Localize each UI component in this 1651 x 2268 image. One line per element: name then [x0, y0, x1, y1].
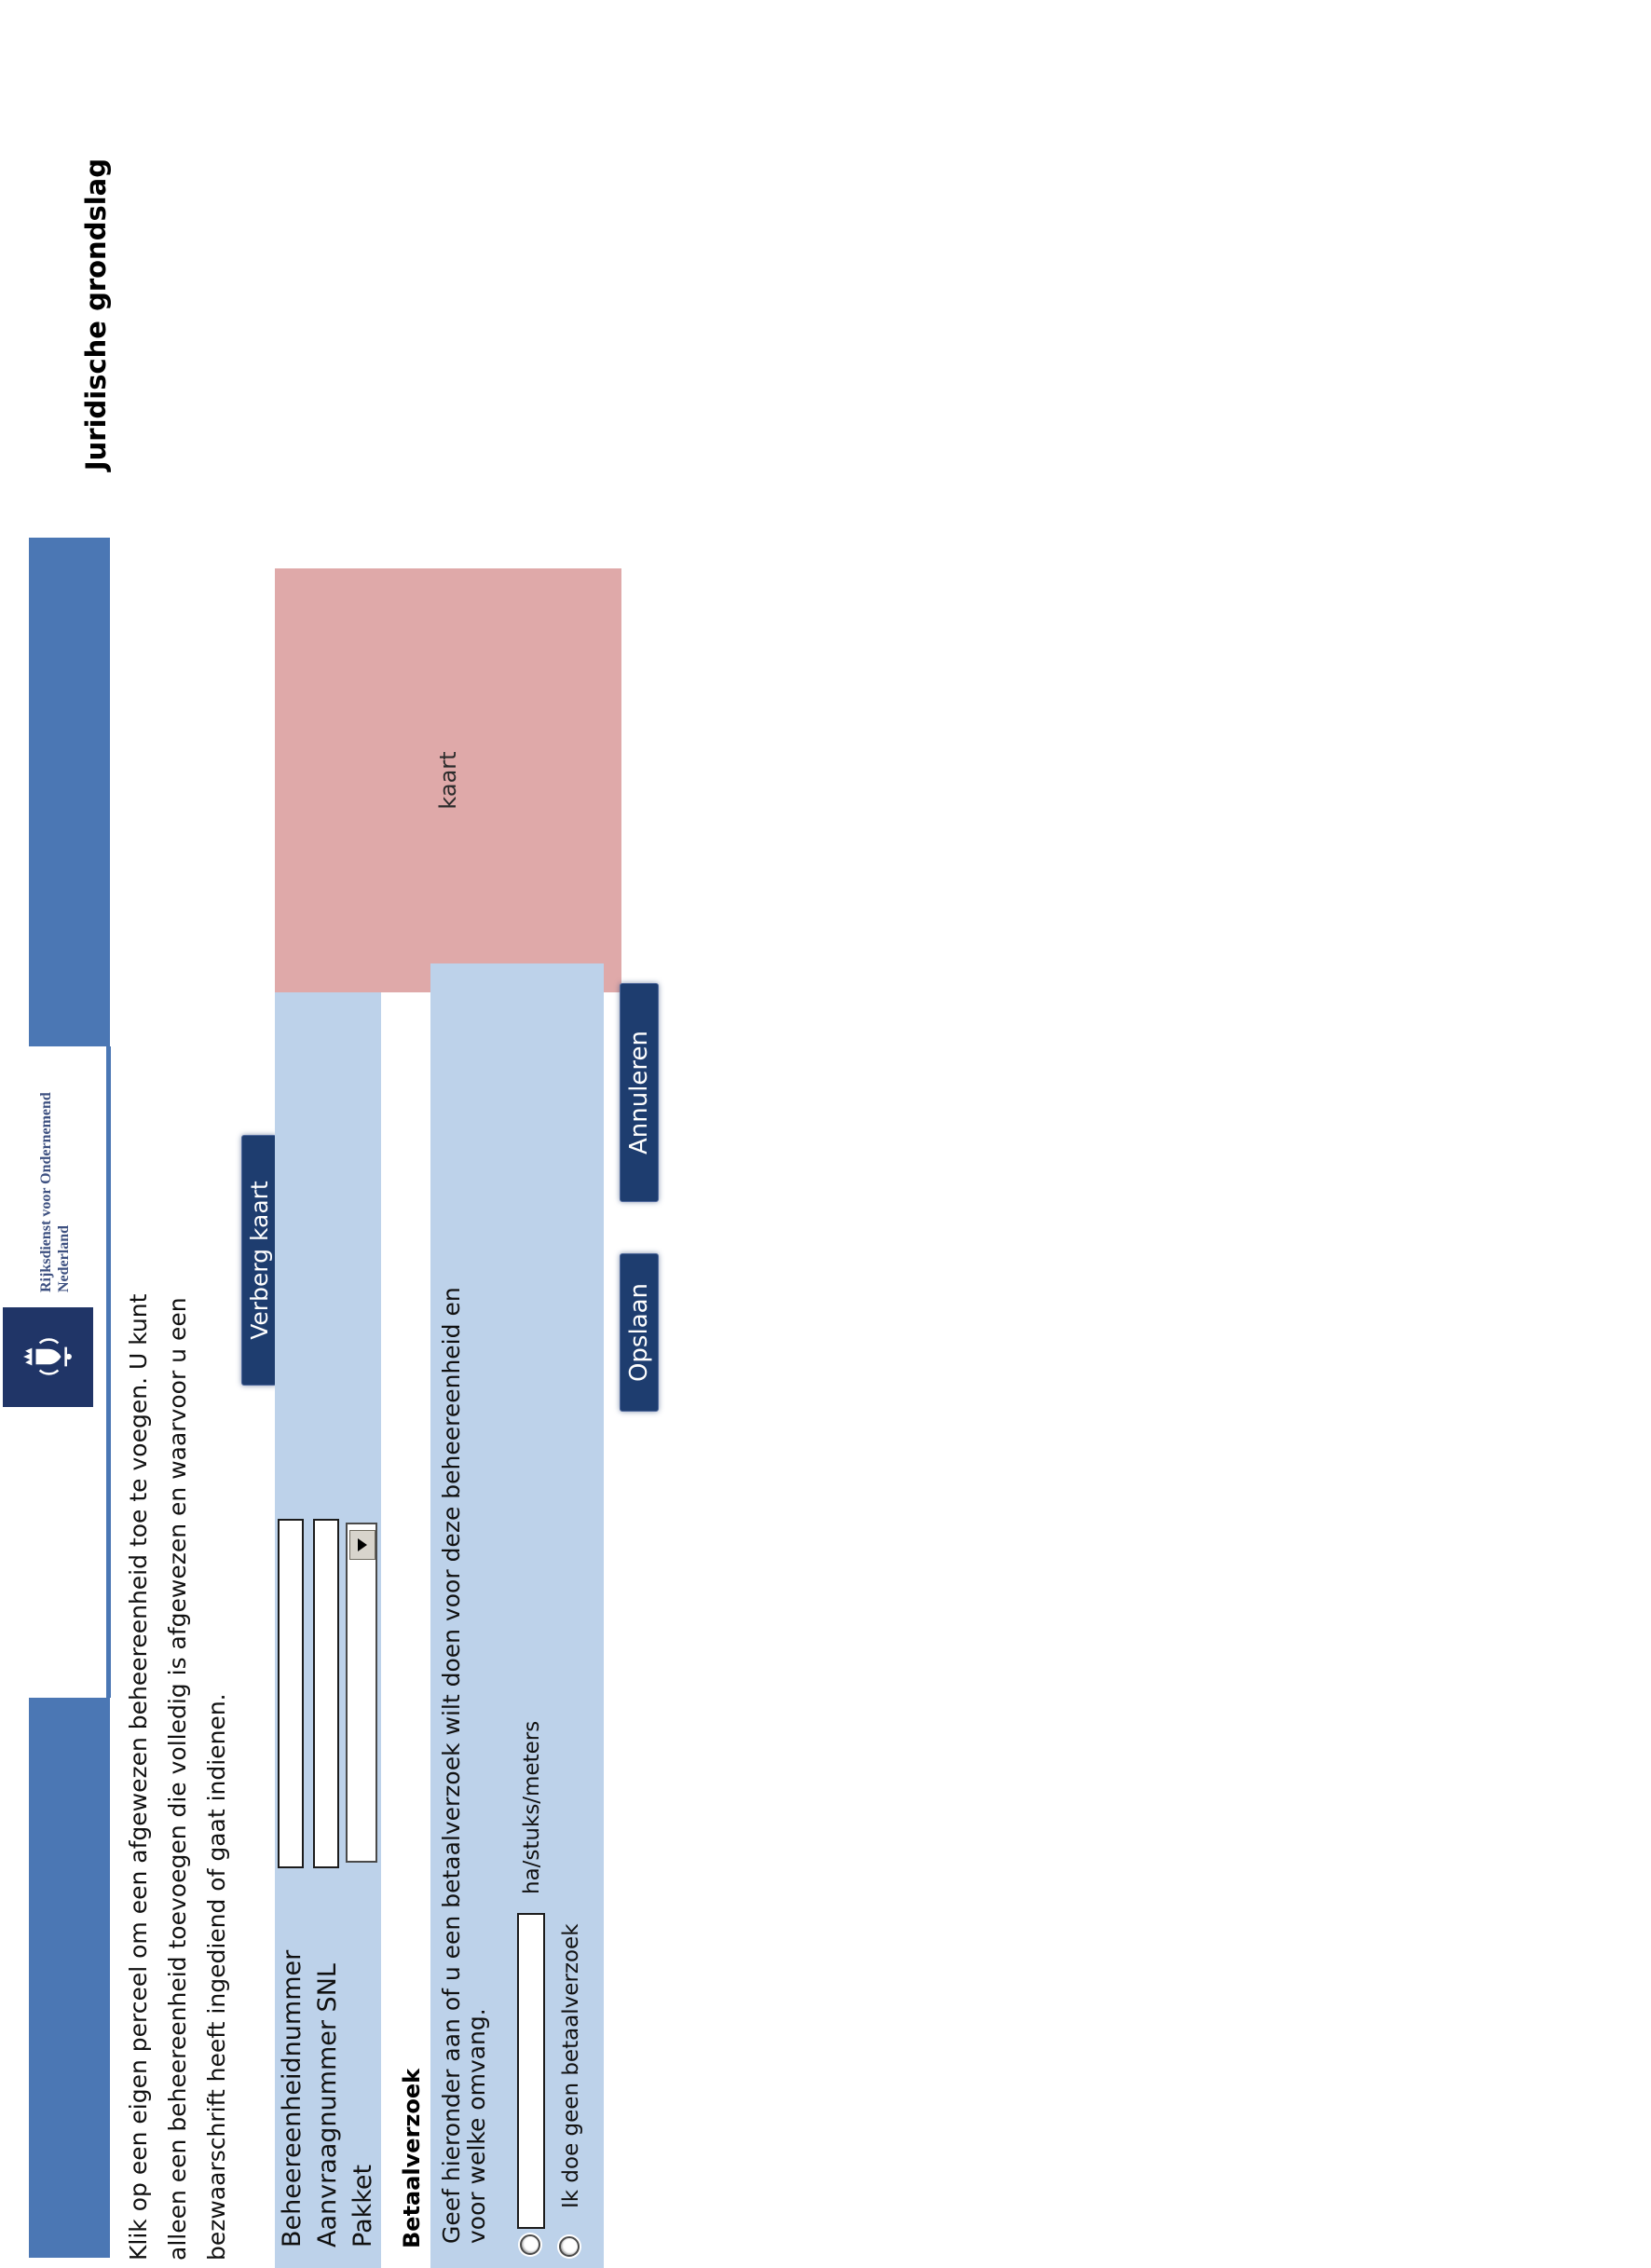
- header-band-left: [29, 1698, 110, 2258]
- pakket-label: Pakket: [348, 2164, 377, 2248]
- logo-line-1: Rijksdienst voor Ondernemend: [38, 1092, 54, 1292]
- betaalverzoek-intro-line-2: voor welke omvang.: [463, 2008, 490, 2244]
- aanvraagnummer-snl-input[interactable]: [313, 1519, 339, 1868]
- omvang-input[interactable]: [517, 1913, 545, 2229]
- betaalverzoek-intro: Geef hieronder aan of u een betaalverzoe…: [438, 1287, 490, 2244]
- verberg-kaart-button[interactable]: Verberg kaart: [241, 1135, 277, 1386]
- header-band-rule: [106, 1046, 111, 1698]
- betaalverzoek-intro-line-1: Geef hieronder aan of u een betaalverzoe…: [438, 1287, 465, 2244]
- chevron-down-icon: [358, 1538, 367, 1551]
- logo-line-2: Nederland: [56, 1225, 72, 1292]
- intro-line-1: Klik op een eigen perceel om een afgewez…: [125, 1293, 152, 2261]
- omvang-unit-label: ha/stuks/meters: [520, 1720, 544, 1894]
- pakket-select[interactable]: [346, 1523, 377, 1863]
- logo-wordmark: Rijksdienst voor Ondernemend Nederland: [37, 1092, 73, 1292]
- map-area[interactable]: kaart: [275, 568, 621, 992]
- betaalverzoek-heading: Betaalverzoek: [399, 2068, 425, 2248]
- betaalverzoek-amount-radio[interactable]: [520, 2234, 540, 2255]
- rijksoverheid-emblem-icon: [3, 1307, 93, 1407]
- cancel-button[interactable]: Annuleren: [620, 983, 659, 1202]
- dropdown-arrow-button[interactable]: [349, 1530, 375, 1560]
- geen-betaalverzoek-radio[interactable]: [559, 2236, 580, 2257]
- intro-line-3: bezwaarschrift heeft ingediend of gaat i…: [203, 1693, 230, 2261]
- header-band-right: [29, 538, 110, 1046]
- geen-betaalverzoek-label: Ik doe geen betaalverzoek: [559, 1923, 583, 2208]
- beheereenheidnummer-input[interactable]: [278, 1519, 304, 1868]
- aanvraagnummer-snl-label: Aanvraagnummer SNL: [313, 1963, 342, 2248]
- save-button[interactable]: Opslaan: [620, 1253, 659, 1412]
- beheereenheid-form-panel: Beheereenheidnummer Aanvraagnummer SNL P…: [275, 992, 381, 2268]
- betaalverzoek-panel: Geef hieronder aan of u een betaalverzoe…: [430, 963, 604, 2268]
- intro-paragraph: Klik op een eigen perceel om een afgewez…: [119, 1294, 237, 2261]
- map-placeholder-label: kaart: [435, 751, 461, 810]
- beheereenheidnummer-label: Beheereenheidnummer: [278, 1949, 307, 2248]
- page-title: Juridische grondslag: [80, 158, 112, 471]
- intro-line-2: alleen een beheereenheid toevoegen die v…: [164, 1297, 191, 2261]
